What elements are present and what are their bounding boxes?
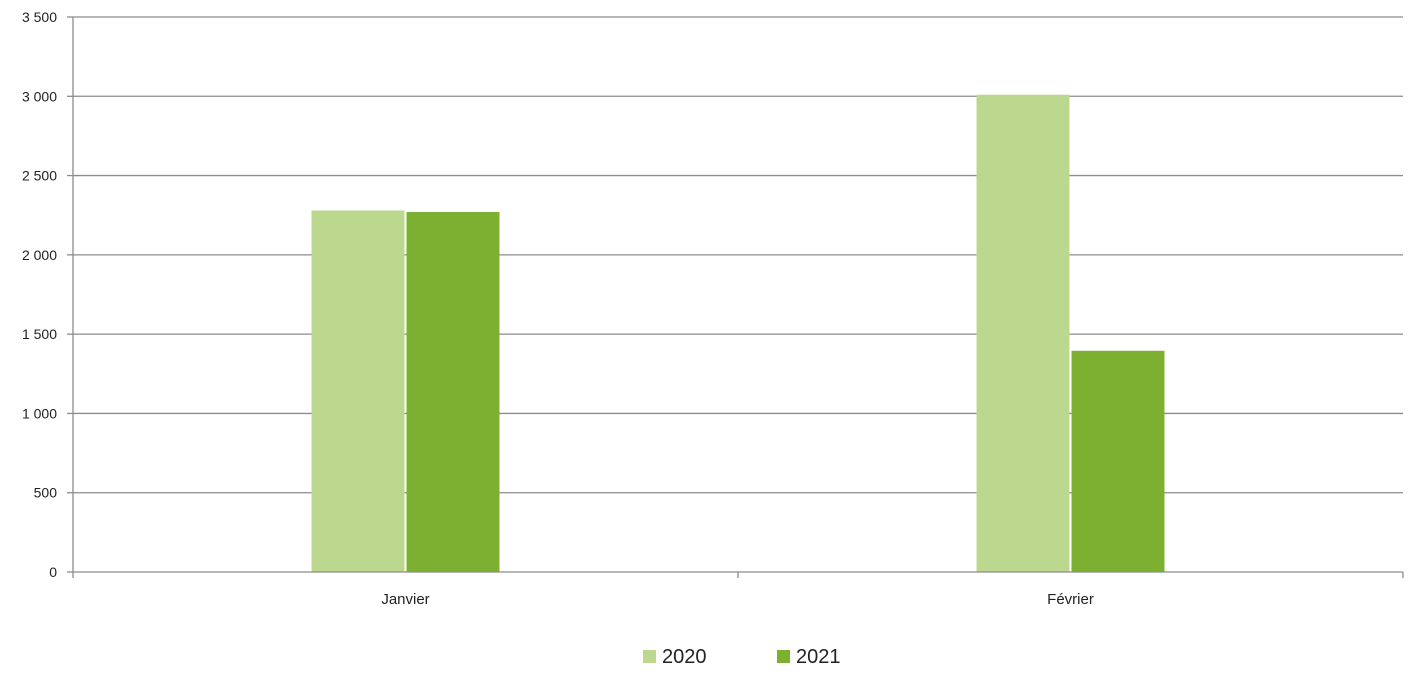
gridlines xyxy=(73,16,1403,494)
y-tick-labels: 0 500 1 000 1 500 2 000 2 500 3 000 3 500 xyxy=(22,9,57,580)
legend-label-2020: 2020 xyxy=(662,646,707,668)
y-tick-label: 500 xyxy=(34,485,58,501)
y-tick-label: 0 xyxy=(49,564,57,580)
y-tick-label: 2 000 xyxy=(22,247,57,263)
legend-swatch-2021 xyxy=(777,650,790,663)
y-tick-label: 3 500 xyxy=(22,9,57,25)
y-tick-label: 1 000 xyxy=(22,405,57,421)
y-tick-label: 1 500 xyxy=(22,326,57,342)
category-labels: Janvier Février xyxy=(381,591,1094,608)
legend-swatch-2020 xyxy=(643,650,656,663)
x-category-label: Février xyxy=(1047,591,1094,608)
bar-2021-janvier xyxy=(406,212,500,573)
legend-label-2021: 2021 xyxy=(796,646,841,668)
bar-2020-janvier xyxy=(311,210,405,572)
y-tick-label: 3 000 xyxy=(22,88,57,104)
bar-2020-février xyxy=(976,94,1070,572)
bar-2021-février xyxy=(1071,350,1165,572)
legend: 2020 2021 xyxy=(643,646,841,668)
bars xyxy=(311,94,1165,573)
axes xyxy=(67,16,1404,578)
y-tick-label: 2 500 xyxy=(22,168,57,184)
x-category-label: Janvier xyxy=(381,591,429,608)
